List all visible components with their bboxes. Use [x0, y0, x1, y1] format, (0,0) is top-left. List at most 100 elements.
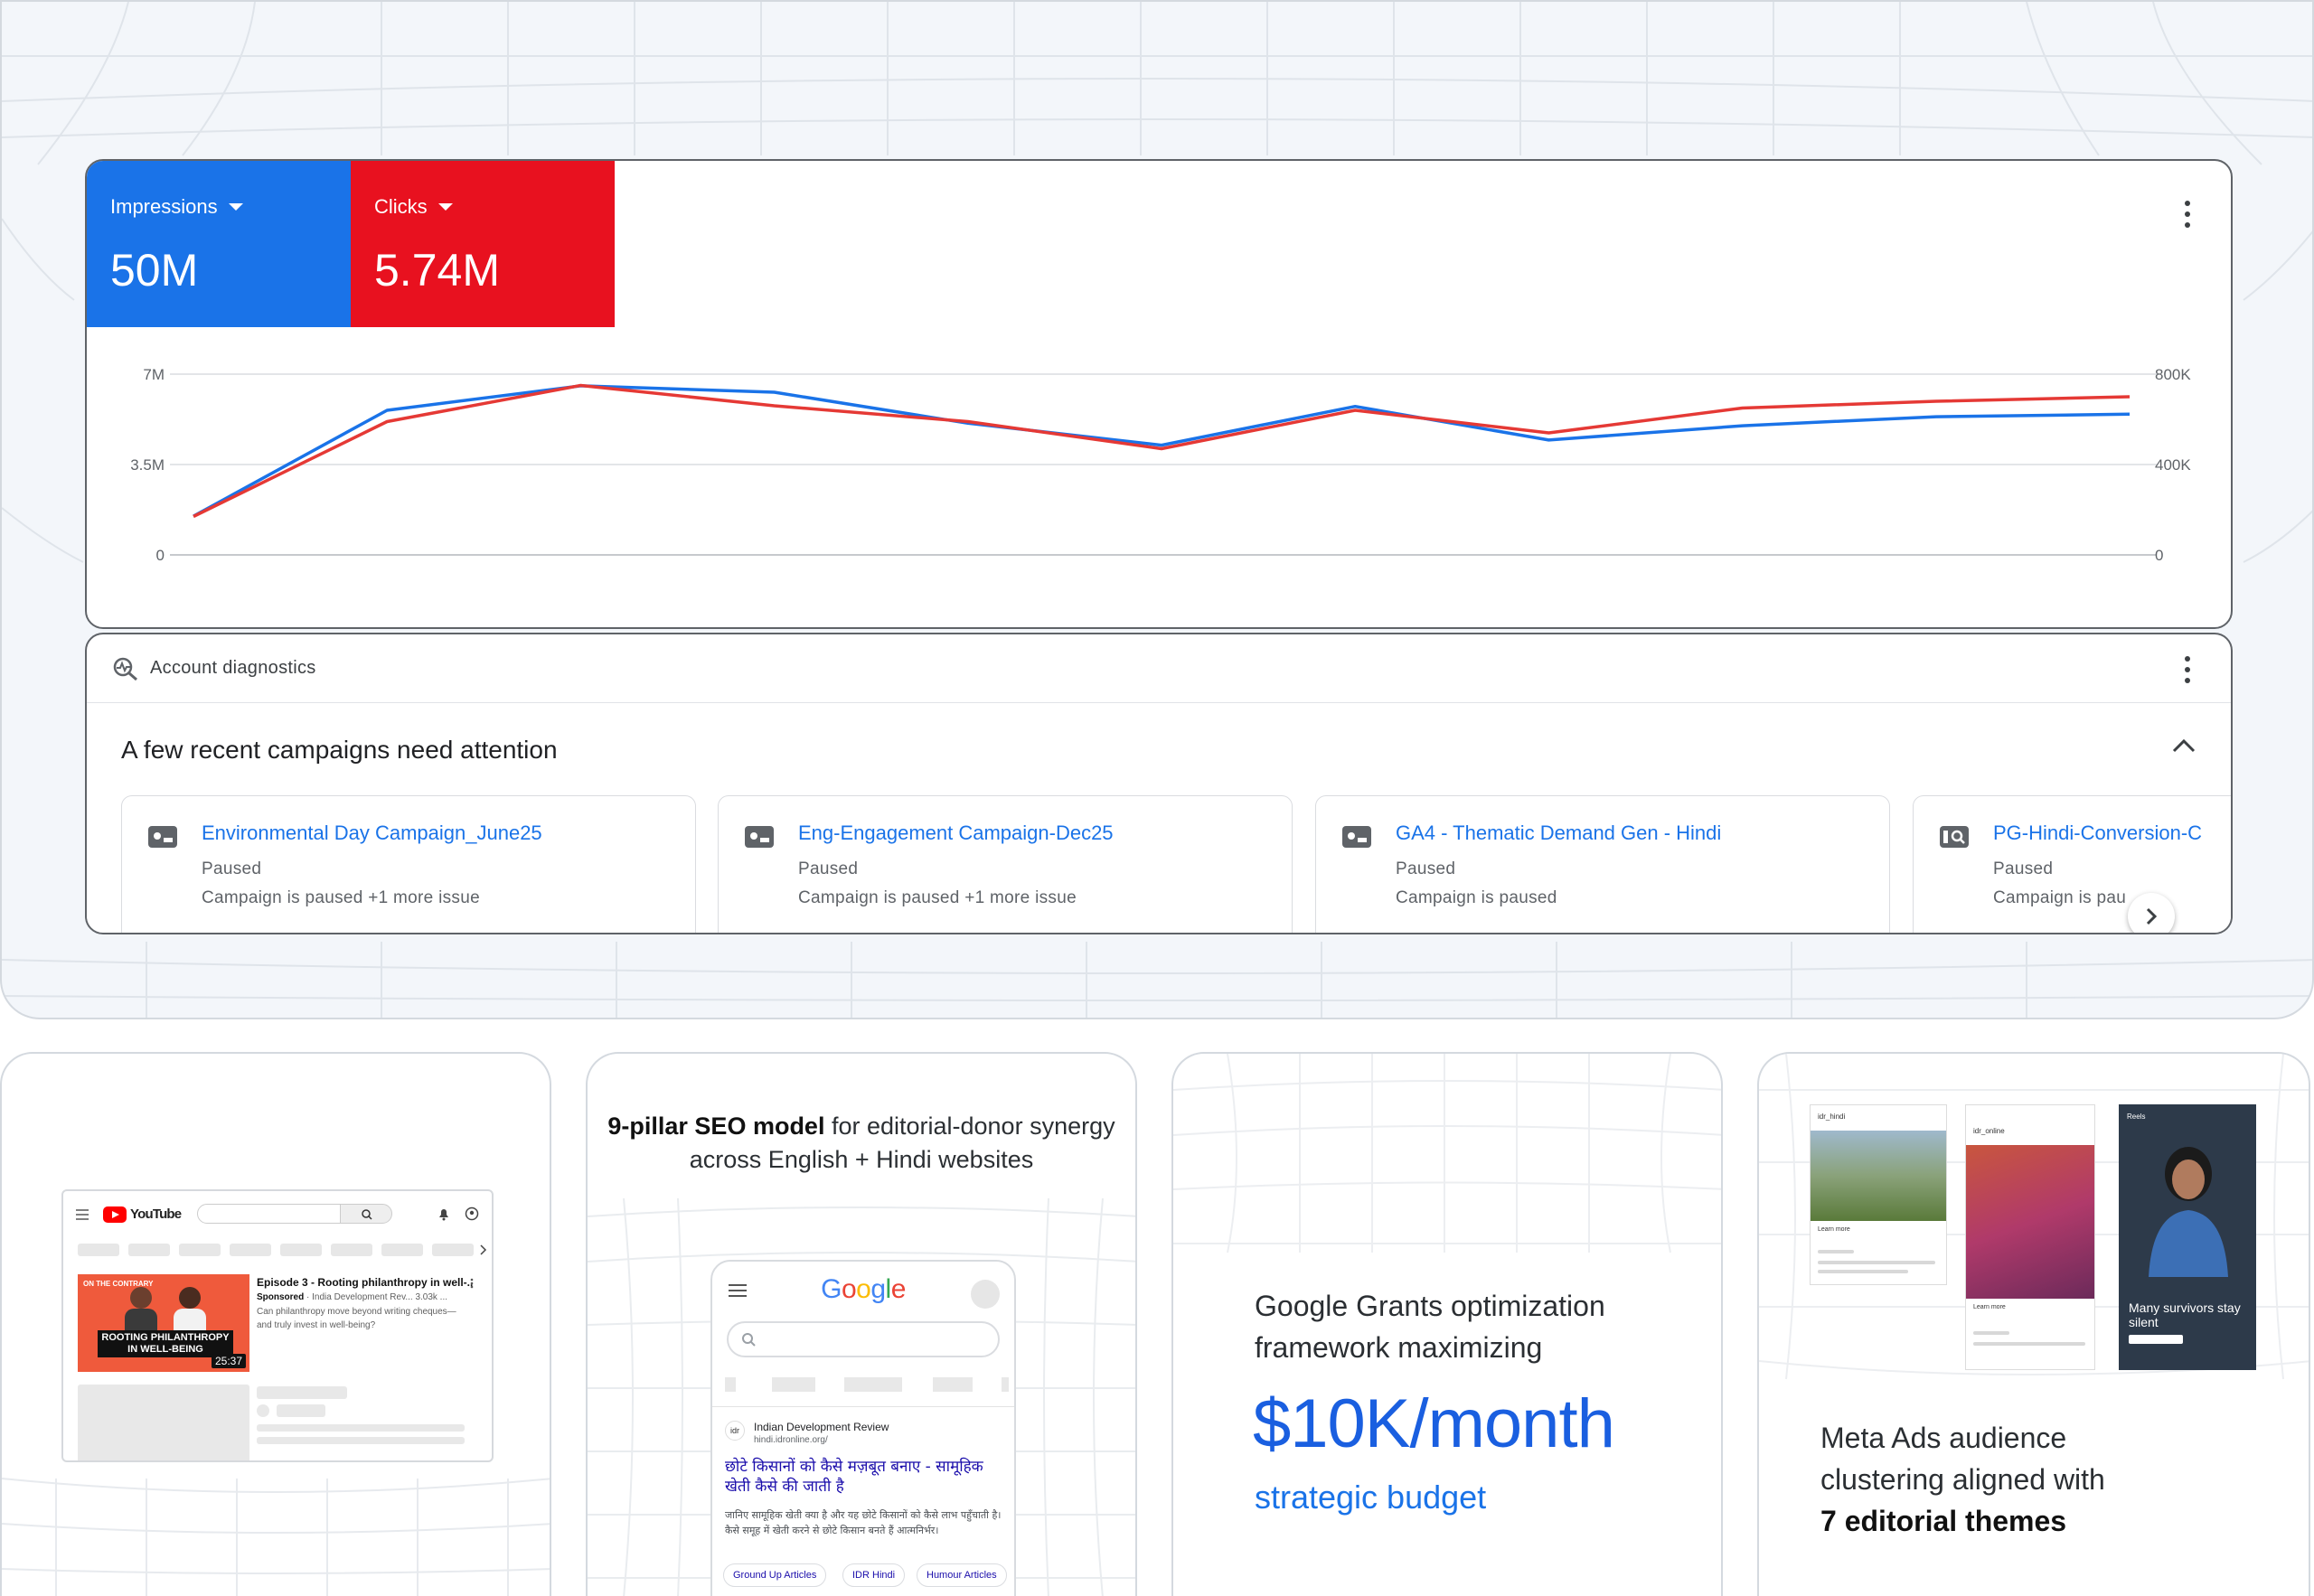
- y-right-tick-label: 0: [2155, 547, 2163, 564]
- chevron-up-icon[interactable]: [2171, 737, 2196, 754]
- sitelink-chip[interactable]: Humour Articles: [917, 1563, 1007, 1587]
- campaign-icon: [745, 826, 774, 848]
- channel-name: · India Development Rev... 3.03k ...: [304, 1292, 448, 1302]
- meta-line-2: clustering aligned with: [1820, 1463, 2105, 1496]
- google-logo-letter: e: [890, 1274, 907, 1304]
- video-duration: 25:37: [211, 1354, 246, 1368]
- learn-more-link[interactable]: Learn more: [1818, 1226, 1850, 1233]
- search-tab[interactable]: [725, 1377, 736, 1392]
- result-title-link[interactable]: छोटे किसानों को कैसे मज़बूत बनाए - सामूह…: [725, 1458, 983, 1496]
- grants-line-2: framework maximizing: [1255, 1331, 1543, 1364]
- google-logo-letter: o: [841, 1274, 857, 1304]
- filter-chip[interactable]: [230, 1244, 271, 1256]
- filter-chip[interactable]: [432, 1244, 474, 1256]
- avatar[interactable]: [971, 1280, 1000, 1309]
- search-tab[interactable]: [772, 1377, 815, 1392]
- divider: [712, 1406, 1014, 1407]
- campaign-name[interactable]: Environmental Day Campaign_June25: [202, 821, 542, 844]
- learn-more-link[interactable]: Learn more: [1973, 1304, 2006, 1310]
- filter-chip[interactable]: [331, 1244, 372, 1256]
- caption-line: [1818, 1270, 1908, 1273]
- campaign-status: Paused: [1993, 859, 2054, 878]
- instagram-post[interactable]: idr_hindi Learn more: [1810, 1104, 1947, 1285]
- filter-chip[interactable]: [128, 1244, 170, 1256]
- filter-chip[interactable]: [179, 1244, 221, 1256]
- more-vert-icon[interactable]: [2184, 656, 2191, 683]
- action-icons: [1818, 1250, 1854, 1253]
- youtube-logo-text: YouTube: [130, 1206, 182, 1222]
- background-grid: [2, 1478, 550, 1596]
- campaign-card[interactable]: Eng-Engagement Campaign-Dec25 Paused Cam…: [718, 795, 1293, 933]
- campaign-status: Paused: [1396, 859, 1456, 878]
- learn-more-button[interactable]: [2129, 1335, 2183, 1344]
- clicks-metric[interactable]: Clicks 5.74M: [351, 161, 615, 327]
- google-logo-letter: o: [856, 1274, 871, 1304]
- google-grants-tile: Google Grants optimization framework max…: [1171, 1052, 1723, 1596]
- placeholder-avatar: [257, 1404, 269, 1417]
- background-grid: [1173, 1054, 1721, 1253]
- campaign-card[interactable]: GA4 - Thematic Demand Gen - Hindi Paused…: [1315, 795, 1890, 933]
- action-icons: [1973, 1331, 2009, 1335]
- sitelink-chip[interactable]: Ground Up Articles: [723, 1563, 827, 1587]
- google-search-input[interactable]: [727, 1321, 1000, 1357]
- campaign-name[interactable]: PG-Hindi-Conversion-C: [1993, 821, 2203, 844]
- campaign-icon: [1342, 826, 1371, 848]
- thumbnail-show-name: ON THE CONTRARY: [83, 1280, 154, 1288]
- diagnostics-header: Account diagnostics: [87, 634, 2231, 703]
- filter-chip[interactable]: [78, 1244, 119, 1256]
- placeholder-thumbnail: [78, 1385, 249, 1460]
- meta-ads-tile: idr_hindi Learn more idr_online Learn mo…: [1757, 1052, 2310, 1596]
- y-right-tick-label: 400K: [2155, 456, 2191, 474]
- menu-icon[interactable]: [729, 1283, 747, 1298]
- grants-subtitle: strategic budget: [1255, 1479, 1487, 1516]
- impressions-label: Impressions: [110, 195, 218, 218]
- caption-line: [1973, 1342, 2085, 1346]
- menu-icon[interactable]: [76, 1209, 89, 1220]
- chevron-right-icon: [2146, 907, 2158, 925]
- placeholder-line: [257, 1386, 347, 1399]
- more-vert-icon[interactable]: [470, 1278, 474, 1289]
- youtube-search-button[interactable]: [340, 1204, 392, 1224]
- clicks-value: 5.74M: [374, 245, 500, 296]
- instagram-reel[interactable]: Reels Many survivors stay silent: [2119, 1104, 2256, 1370]
- next-button[interactable]: [2128, 893, 2175, 933]
- dropdown-caret-icon[interactable]: [228, 203, 243, 211]
- campaign-card[interactable]: PG-Hindi-Conversion-C Paused Campaign is…: [1913, 795, 2231, 933]
- site-favicon: idr: [725, 1421, 745, 1441]
- search-tab[interactable]: [844, 1377, 902, 1392]
- account-icon[interactable]: [465, 1206, 479, 1221]
- campaign-name[interactable]: Eng-Engagement Campaign-Dec25: [798, 821, 1114, 844]
- search-tab[interactable]: [1002, 1377, 1009, 1392]
- seo-caption-rest: for editorial-donor synergy across Engli…: [689, 1113, 1115, 1173]
- instagram-post[interactable]: idr_online Learn more: [1965, 1104, 2095, 1370]
- more-vert-icon[interactable]: [2184, 201, 2191, 228]
- search-tab[interactable]: [933, 1377, 973, 1392]
- google-logo-letter: l: [885, 1274, 892, 1304]
- sitelink-chip[interactable]: IDR Hindi: [842, 1563, 906, 1587]
- campaign-card[interactable]: Environmental Day Campaign_June25 Paused…: [121, 795, 696, 933]
- y-left-tick-label: 3.5M: [130, 456, 165, 474]
- y-left-tick-label: 0: [156, 547, 165, 564]
- video-thumbnail[interactable]: ON THE CONTRARY ROOTING PHILANTHROPY IN …: [78, 1274, 249, 1372]
- filter-chip[interactable]: [280, 1244, 322, 1256]
- post-image: [1966, 1145, 2094, 1299]
- result-snippet: जानिए सामूहिक खेती क्या है और यह छोटे कि…: [725, 1509, 1002, 1536]
- bell-icon[interactable]: [437, 1206, 450, 1221]
- campaign-name[interactable]: GA4 - Thematic Demand Gen - Hindi: [1396, 821, 1722, 844]
- video-title[interactable]: Episode 3 - Rooting philanthropy in well…: [257, 1276, 474, 1289]
- youtube-topbar: YouTube: [63, 1191, 492, 1235]
- youtube-logo-icon: [103, 1206, 127, 1223]
- result-site-name: Indian Development Review: [754, 1421, 889, 1433]
- diagnostics-title: Account diagnostics: [150, 658, 316, 678]
- seo-caption-bold: 9-pillar SEO model: [607, 1113, 825, 1140]
- diagnostics-heading: A few recent campaigns need attention: [121, 736, 558, 764]
- campaign-icon: [148, 826, 177, 848]
- series-line-impressions: [193, 384, 2131, 518]
- dropdown-caret-icon[interactable]: [437, 203, 453, 211]
- placeholder-line: [257, 1424, 465, 1432]
- filter-chip[interactable]: [381, 1244, 423, 1256]
- impressions-metric[interactable]: Impressions 50M: [87, 161, 351, 327]
- chevron-right-icon[interactable]: [479, 1244, 488, 1256]
- post-handle: idr_hindi: [1818, 1113, 1846, 1121]
- campaign-issue: Campaign is paused +1 more issue: [202, 888, 480, 907]
